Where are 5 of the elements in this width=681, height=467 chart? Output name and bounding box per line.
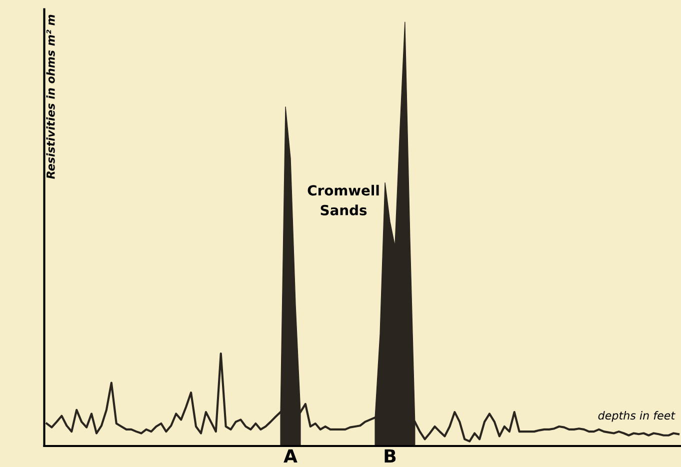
x-tick-label: B (384, 449, 396, 462)
x-axis-title: depths in feet (598, 411, 676, 422)
annotation: Cromwell Sands (308, 184, 379, 216)
x-tick-label: A (284, 449, 298, 462)
y-axis-title: Resistivities in ohms m² m (46, 14, 55, 179)
